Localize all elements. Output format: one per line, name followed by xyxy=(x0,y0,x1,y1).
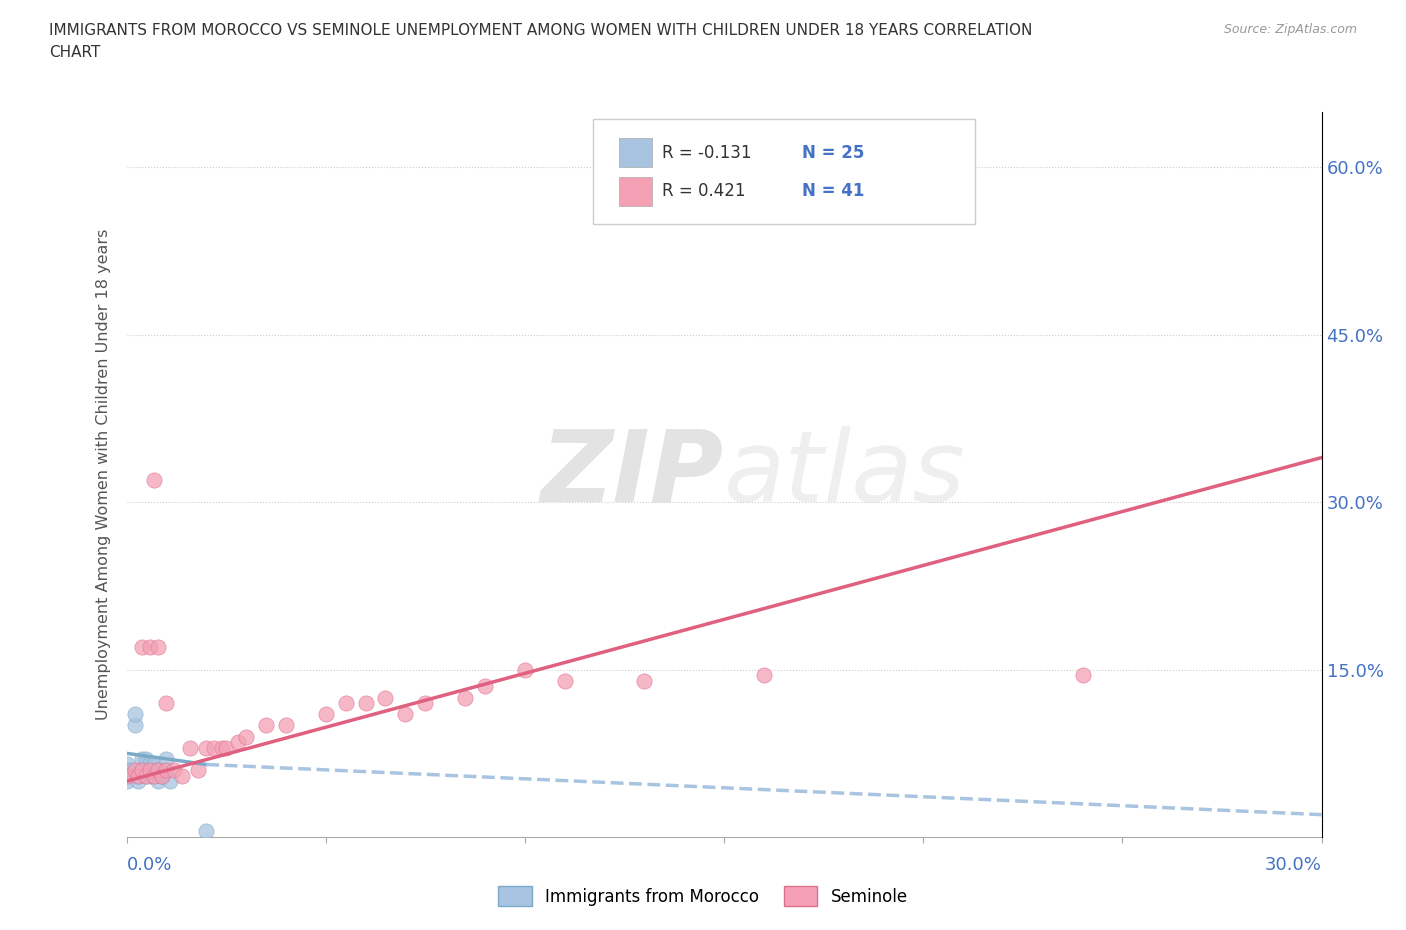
Point xyxy=(148,763,170,777)
Point xyxy=(413,696,436,711)
Point xyxy=(135,757,157,772)
Legend: Immigrants from Morocco, Seminole: Immigrants from Morocco, Seminole xyxy=(492,880,914,912)
Point xyxy=(150,768,174,783)
Point xyxy=(254,718,277,733)
Point xyxy=(215,740,238,755)
Point xyxy=(454,690,477,705)
Point xyxy=(135,768,157,783)
Point xyxy=(115,763,138,777)
Point xyxy=(135,768,157,783)
Point xyxy=(235,729,257,744)
Point xyxy=(139,757,162,772)
Point xyxy=(127,768,149,783)
FancyBboxPatch shape xyxy=(619,177,652,206)
FancyBboxPatch shape xyxy=(619,139,652,167)
Point xyxy=(120,763,142,777)
Text: N = 25: N = 25 xyxy=(801,144,865,162)
Point xyxy=(131,751,153,766)
FancyBboxPatch shape xyxy=(593,119,974,224)
Point xyxy=(202,740,225,755)
Point xyxy=(150,768,174,783)
Point xyxy=(139,768,162,783)
Point xyxy=(139,763,162,777)
Point xyxy=(131,763,153,777)
Text: 0.0%: 0.0% xyxy=(127,856,172,873)
Text: R = 0.421: R = 0.421 xyxy=(662,182,745,200)
Point xyxy=(139,640,162,655)
Point xyxy=(633,673,655,688)
Point xyxy=(127,768,149,783)
Text: 30.0%: 30.0% xyxy=(1265,856,1322,873)
Point xyxy=(335,696,357,711)
Point xyxy=(143,768,166,783)
Point xyxy=(115,774,138,789)
Text: ZIP: ZIP xyxy=(541,426,724,523)
Point xyxy=(143,757,166,772)
Point xyxy=(143,768,166,783)
Text: IMMIGRANTS FROM MOROCCO VS SEMINOLE UNEMPLOYMENT AMONG WOMEN WITH CHILDREN UNDER: IMMIGRANTS FROM MOROCCO VS SEMINOLE UNEM… xyxy=(49,23,1032,38)
Point xyxy=(143,472,166,487)
Point xyxy=(554,673,576,688)
Point xyxy=(155,696,177,711)
Point xyxy=(163,763,186,777)
Text: N = 41: N = 41 xyxy=(801,182,865,200)
Point xyxy=(127,774,149,789)
Point xyxy=(159,774,181,789)
Point xyxy=(179,740,201,755)
Point xyxy=(131,763,153,777)
Point xyxy=(195,740,218,755)
Text: Source: ZipAtlas.com: Source: ZipAtlas.com xyxy=(1223,23,1357,36)
Point xyxy=(148,640,170,655)
Point xyxy=(135,751,157,766)
Point xyxy=(115,757,138,772)
Point xyxy=(155,751,177,766)
Point xyxy=(315,707,337,722)
Text: R = -0.131: R = -0.131 xyxy=(662,144,751,162)
Point xyxy=(1071,668,1094,683)
Point xyxy=(187,763,209,777)
Point xyxy=(752,668,775,683)
Point xyxy=(124,718,146,733)
Point xyxy=(513,662,536,677)
Point xyxy=(354,696,377,711)
Point xyxy=(131,640,153,655)
Text: CHART: CHART xyxy=(49,45,101,60)
Point xyxy=(124,763,146,777)
Point xyxy=(195,824,218,839)
Point xyxy=(394,707,416,722)
Point xyxy=(148,763,170,777)
Point xyxy=(274,718,297,733)
Point xyxy=(226,735,249,750)
Point xyxy=(148,774,170,789)
Point xyxy=(211,740,233,755)
Point xyxy=(155,763,177,777)
Point xyxy=(155,763,177,777)
Point xyxy=(124,707,146,722)
Point xyxy=(115,768,138,783)
Y-axis label: Unemployment Among Women with Children Under 18 years: Unemployment Among Women with Children U… xyxy=(96,229,111,720)
Point xyxy=(135,763,157,777)
Text: atlas: atlas xyxy=(724,426,966,523)
Point xyxy=(474,679,496,694)
Point xyxy=(172,768,194,783)
Point xyxy=(872,160,894,175)
Point xyxy=(374,690,396,705)
